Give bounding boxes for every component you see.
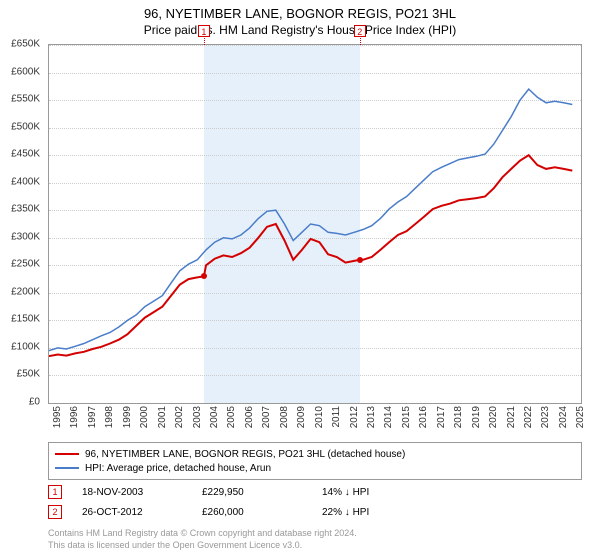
y-tick-label: £550K: [0, 94, 44, 105]
marker-box-2: 2: [354, 25, 366, 37]
x-tick-label: 2013: [366, 406, 377, 428]
x-tick-label: 2003: [192, 406, 203, 428]
marker-box-1: 1: [198, 25, 210, 37]
x-tick-label: 2008: [279, 406, 290, 428]
legend-swatch: [55, 453, 79, 455]
attribution-line2: This data is licensed under the Open Gov…: [48, 540, 357, 552]
y-tick-label: £50K: [0, 369, 44, 380]
y-tick-label: £650K: [0, 39, 44, 50]
sale-marker: 2: [48, 505, 62, 519]
legend-swatch: [55, 467, 79, 469]
x-tick-label: 2006: [244, 406, 255, 428]
sale-price: £260,000: [202, 507, 322, 518]
marker-dot-2: [357, 257, 363, 263]
legend: 96, NYETIMBER LANE, BOGNOR REGIS, PO21 3…: [48, 442, 582, 480]
legend-label: HPI: Average price, detached house, Arun: [85, 463, 271, 474]
series-property: [49, 155, 572, 356]
x-tick-label: 2015: [401, 406, 412, 428]
line-chart-svg: [49, 45, 581, 403]
series-hpi: [49, 89, 572, 351]
sale-price: £229,950: [202, 487, 322, 498]
sale-marker: 1: [48, 485, 62, 499]
y-tick-label: £0: [0, 397, 44, 408]
x-tick-label: 2011: [331, 406, 342, 428]
x-tick-label: 2022: [523, 406, 534, 428]
x-tick-label: 2004: [209, 406, 220, 428]
x-tick-label: 2001: [157, 406, 168, 428]
attribution: Contains HM Land Registry data © Crown c…: [48, 528, 357, 551]
y-tick-label: £350K: [0, 204, 44, 215]
sale-diff: 22% ↓ HPI: [322, 507, 442, 518]
x-tick-label: 2016: [418, 406, 429, 428]
y-tick-label: £100K: [0, 341, 44, 352]
x-tick-label: 1995: [52, 406, 63, 428]
legend-item: 96, NYETIMBER LANE, BOGNOR REGIS, PO21 3…: [55, 447, 575, 461]
y-tick-label: £150K: [0, 314, 44, 325]
sale-date: 26-OCT-2012: [82, 507, 202, 518]
x-tick-label: 2019: [471, 406, 482, 428]
x-tick-label: 2025: [575, 406, 586, 428]
legend-item: HPI: Average price, detached house, Arun: [55, 461, 575, 475]
x-tick-label: 1998: [104, 406, 115, 428]
x-tick-label: 2005: [226, 406, 237, 428]
sales-table: 1 18-NOV-2003£229,95014% ↓ HPI 2 26-OCT-201…: [48, 482, 442, 522]
y-tick-label: £500K: [0, 121, 44, 132]
x-tick-label: 2010: [314, 406, 325, 428]
marker-dot-1: [201, 273, 207, 279]
sale-date: 18-NOV-2003: [82, 487, 202, 498]
x-tick-label: 2021: [506, 406, 517, 428]
y-tick-label: £200K: [0, 286, 44, 297]
chart-title: 96, NYETIMBER LANE, BOGNOR REGIS, PO21 3…: [0, 0, 600, 21]
y-tick-label: £600K: [0, 66, 44, 77]
x-tick-label: 2023: [540, 406, 551, 428]
x-tick-label: 2020: [488, 406, 499, 428]
x-tick-label: 2000: [139, 406, 150, 428]
sale-row: 2 26-OCT-2012£260,00022% ↓ HPI: [48, 502, 442, 522]
sale-diff: 14% ↓ HPI: [322, 487, 442, 498]
chart-subtitle: Price paid vs. HM Land Registry's House …: [0, 21, 600, 37]
y-tick-label: £250K: [0, 259, 44, 270]
y-tick-label: £300K: [0, 231, 44, 242]
x-tick-label: 2014: [383, 406, 394, 428]
y-tick-label: £400K: [0, 176, 44, 187]
legend-label: 96, NYETIMBER LANE, BOGNOR REGIS, PO21 3…: [85, 449, 405, 460]
y-tick-label: £450K: [0, 149, 44, 160]
x-tick-label: 2002: [174, 406, 185, 428]
x-tick-label: 1999: [122, 406, 133, 428]
x-tick-label: 2009: [296, 406, 307, 428]
x-tick-label: 2018: [453, 406, 464, 428]
chart-container: 96, NYETIMBER LANE, BOGNOR REGIS, PO21 3…: [0, 0, 600, 560]
x-tick-label: 2007: [261, 406, 272, 428]
sale-row: 1 18-NOV-2003£229,95014% ↓ HPI: [48, 482, 442, 502]
x-tick-label: 1997: [87, 406, 98, 428]
x-tick-label: 2024: [558, 406, 569, 428]
x-tick-label: 1996: [69, 406, 80, 428]
x-tick-label: 2017: [436, 406, 447, 428]
attribution-line1: Contains HM Land Registry data © Crown c…: [48, 528, 357, 540]
x-tick-label: 2012: [349, 406, 360, 428]
plot-area: 12: [48, 44, 582, 404]
